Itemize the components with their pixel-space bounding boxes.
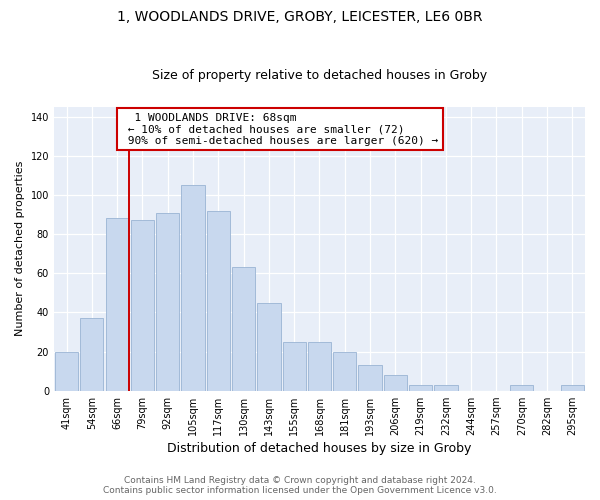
Title: Size of property relative to detached houses in Groby: Size of property relative to detached ho… bbox=[152, 69, 487, 82]
Bar bbox=[55, 352, 78, 391]
Y-axis label: Number of detached properties: Number of detached properties bbox=[15, 161, 25, 336]
Bar bbox=[383, 375, 407, 390]
Bar bbox=[80, 318, 103, 390]
Bar bbox=[308, 342, 331, 390]
X-axis label: Distribution of detached houses by size in Groby: Distribution of detached houses by size … bbox=[167, 442, 472, 455]
Bar bbox=[232, 268, 255, 390]
Bar bbox=[257, 302, 281, 390]
Bar bbox=[358, 365, 382, 390]
Bar bbox=[106, 218, 129, 390]
Bar bbox=[510, 385, 533, 390]
Bar bbox=[333, 352, 356, 391]
Bar bbox=[156, 212, 179, 390]
Bar bbox=[181, 185, 205, 390]
Bar bbox=[131, 220, 154, 390]
Bar bbox=[283, 342, 306, 390]
Bar bbox=[561, 385, 584, 390]
Text: Contains HM Land Registry data © Crown copyright and database right 2024.
Contai: Contains HM Land Registry data © Crown c… bbox=[103, 476, 497, 495]
Bar bbox=[434, 385, 458, 390]
Text: 1, WOODLANDS DRIVE, GROBY, LEICESTER, LE6 0BR: 1, WOODLANDS DRIVE, GROBY, LEICESTER, LE… bbox=[117, 10, 483, 24]
Bar bbox=[206, 210, 230, 390]
Bar bbox=[409, 385, 432, 390]
Text: 1 WOODLANDS DRIVE: 68sqm
 ← 10% of detached houses are smaller (72)
 90% of semi: 1 WOODLANDS DRIVE: 68sqm ← 10% of detach… bbox=[121, 112, 439, 146]
